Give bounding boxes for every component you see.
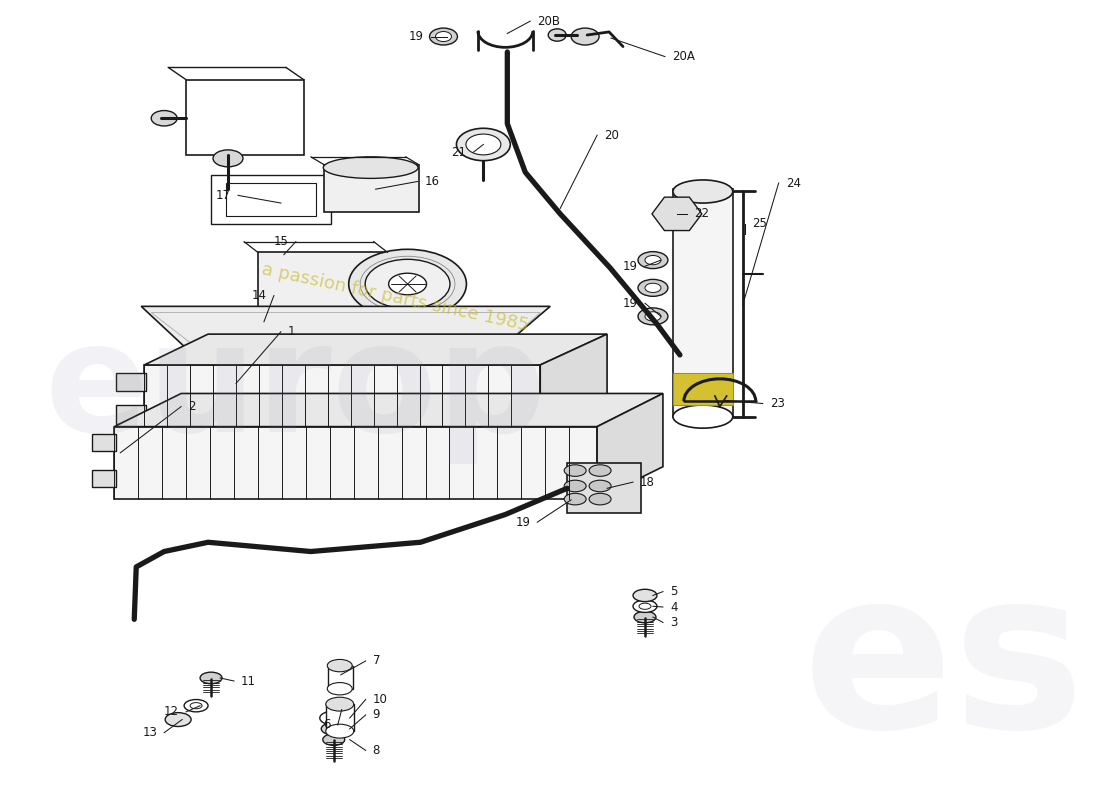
Text: 22: 22 xyxy=(694,207,708,220)
Ellipse shape xyxy=(328,714,340,722)
Ellipse shape xyxy=(321,722,346,735)
Ellipse shape xyxy=(645,255,661,265)
Polygon shape xyxy=(597,394,663,499)
Ellipse shape xyxy=(328,682,352,695)
Bar xyxy=(328,666,353,689)
Polygon shape xyxy=(226,183,316,216)
Ellipse shape xyxy=(639,603,651,610)
Ellipse shape xyxy=(673,180,733,203)
Text: 19: 19 xyxy=(623,260,638,273)
Ellipse shape xyxy=(645,283,661,293)
Ellipse shape xyxy=(320,711,348,725)
Text: 2: 2 xyxy=(188,400,196,413)
Text: 10: 10 xyxy=(373,693,387,706)
Ellipse shape xyxy=(673,405,733,428)
Polygon shape xyxy=(540,334,607,426)
Text: 7: 7 xyxy=(373,654,381,667)
Ellipse shape xyxy=(436,31,451,42)
Bar xyxy=(326,704,354,731)
Ellipse shape xyxy=(632,600,657,613)
Text: 17: 17 xyxy=(216,189,231,202)
Polygon shape xyxy=(114,426,597,499)
Text: 1: 1 xyxy=(288,326,296,338)
Text: 24: 24 xyxy=(785,177,801,190)
Text: 23: 23 xyxy=(770,397,784,410)
Bar xyxy=(673,189,733,417)
Ellipse shape xyxy=(200,672,222,684)
Text: 25: 25 xyxy=(751,218,767,230)
Ellipse shape xyxy=(328,659,352,672)
Text: 21: 21 xyxy=(451,146,466,158)
Ellipse shape xyxy=(638,279,668,296)
Ellipse shape xyxy=(590,494,612,505)
Ellipse shape xyxy=(548,29,566,41)
Ellipse shape xyxy=(328,726,340,732)
Bar xyxy=(92,434,117,451)
Text: 14: 14 xyxy=(252,289,267,302)
Bar xyxy=(117,373,146,391)
Bar xyxy=(257,252,387,316)
Bar xyxy=(568,463,641,513)
Text: 4: 4 xyxy=(670,601,678,614)
Ellipse shape xyxy=(564,465,586,476)
Text: 11: 11 xyxy=(241,674,256,687)
Ellipse shape xyxy=(365,259,450,309)
Ellipse shape xyxy=(322,734,344,746)
Ellipse shape xyxy=(590,480,612,492)
Ellipse shape xyxy=(213,150,243,167)
Ellipse shape xyxy=(151,110,177,126)
Text: 8: 8 xyxy=(373,744,380,757)
Text: 5: 5 xyxy=(670,585,678,598)
Ellipse shape xyxy=(190,702,202,709)
Bar xyxy=(323,165,418,212)
Text: a passion for parts since 1985: a passion for parts since 1985 xyxy=(261,260,531,334)
Text: 20A: 20A xyxy=(672,50,695,63)
Bar xyxy=(186,80,304,155)
Text: 9: 9 xyxy=(373,709,381,722)
Text: 20: 20 xyxy=(604,129,619,142)
Text: europ: europ xyxy=(45,315,547,464)
Ellipse shape xyxy=(349,250,466,318)
Ellipse shape xyxy=(645,312,661,321)
Ellipse shape xyxy=(326,698,354,711)
Ellipse shape xyxy=(571,28,600,45)
Bar xyxy=(673,373,733,405)
Text: 19: 19 xyxy=(408,30,424,43)
Text: 19: 19 xyxy=(515,516,530,529)
Bar xyxy=(92,470,117,486)
Polygon shape xyxy=(114,394,663,426)
Ellipse shape xyxy=(326,724,354,738)
Polygon shape xyxy=(141,306,550,365)
Ellipse shape xyxy=(632,590,657,602)
Ellipse shape xyxy=(429,28,458,45)
Text: es: es xyxy=(803,560,1086,774)
Text: 12: 12 xyxy=(164,706,179,718)
Ellipse shape xyxy=(590,465,612,476)
Polygon shape xyxy=(211,175,331,224)
Ellipse shape xyxy=(165,713,191,726)
Polygon shape xyxy=(144,334,607,365)
Ellipse shape xyxy=(388,274,427,294)
Text: 3: 3 xyxy=(670,616,678,629)
Ellipse shape xyxy=(638,308,668,325)
Ellipse shape xyxy=(564,494,586,505)
Ellipse shape xyxy=(634,611,656,623)
Ellipse shape xyxy=(564,480,586,492)
Ellipse shape xyxy=(638,252,668,269)
Bar xyxy=(117,405,146,423)
Ellipse shape xyxy=(184,699,208,712)
Text: 18: 18 xyxy=(640,476,654,489)
Ellipse shape xyxy=(456,128,510,161)
Ellipse shape xyxy=(466,134,500,155)
Text: 16: 16 xyxy=(425,175,440,188)
Ellipse shape xyxy=(323,157,418,178)
Text: 13: 13 xyxy=(142,726,157,739)
Text: 15: 15 xyxy=(274,235,289,248)
Text: 6: 6 xyxy=(323,718,331,731)
Polygon shape xyxy=(144,365,540,426)
Text: 20B: 20B xyxy=(537,14,560,28)
Text: 19: 19 xyxy=(623,297,638,310)
